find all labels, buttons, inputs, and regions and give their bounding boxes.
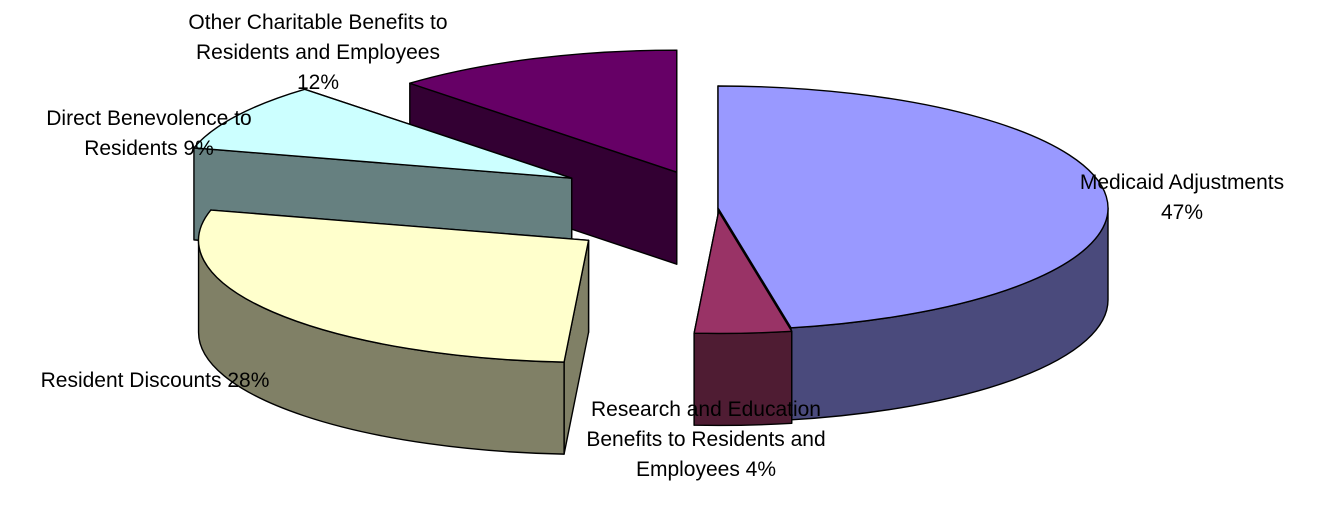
label-line: Direct Benevolence to [46,107,251,130]
slice-top [197,209,590,363]
label-line: Benefits to Residents and [586,428,825,451]
label-other-charitable-benefits-to-residents-and-employees: Other Charitable Benefits to Residents an… [188,11,447,94]
label-medicaid-adjustments: Medicaid Adjustments 47% [1080,171,1284,224]
label-line: Residents and Employees [196,41,440,64]
label-line: Other Charitable Benefits to [188,11,447,34]
slice-top [717,85,1109,329]
label-line: 47% [1161,201,1203,224]
slice-resident-discounts [197,209,590,455]
label-line: Research and Education [591,398,821,421]
label-direct-benevolence-to-residents: Direct Benevolence to Residents 9% [46,107,251,160]
slice-top [193,88,573,179]
slice-research-and-education-benefits-to-residents-and-employees [693,210,793,427]
pie-labels: Medicaid Adjustments 47% Research and Educ… [41,11,1285,481]
label-research-and-education-benefits-to-residents-and-employees: Research and Education Benefits to Reside… [586,398,825,481]
label-line: Employees 4% [636,458,776,481]
slice-top [693,210,793,335]
label-line: 12% [297,71,339,94]
label-line: Residents 9% [84,137,214,160]
slice-top [409,49,678,173]
label-line: Resident Discounts 28% [41,369,270,392]
pie-slices [193,49,1109,455]
label-resident-discounts: Resident Discounts 28% [41,369,270,392]
label-line: Medicaid Adjustments [1080,171,1284,194]
